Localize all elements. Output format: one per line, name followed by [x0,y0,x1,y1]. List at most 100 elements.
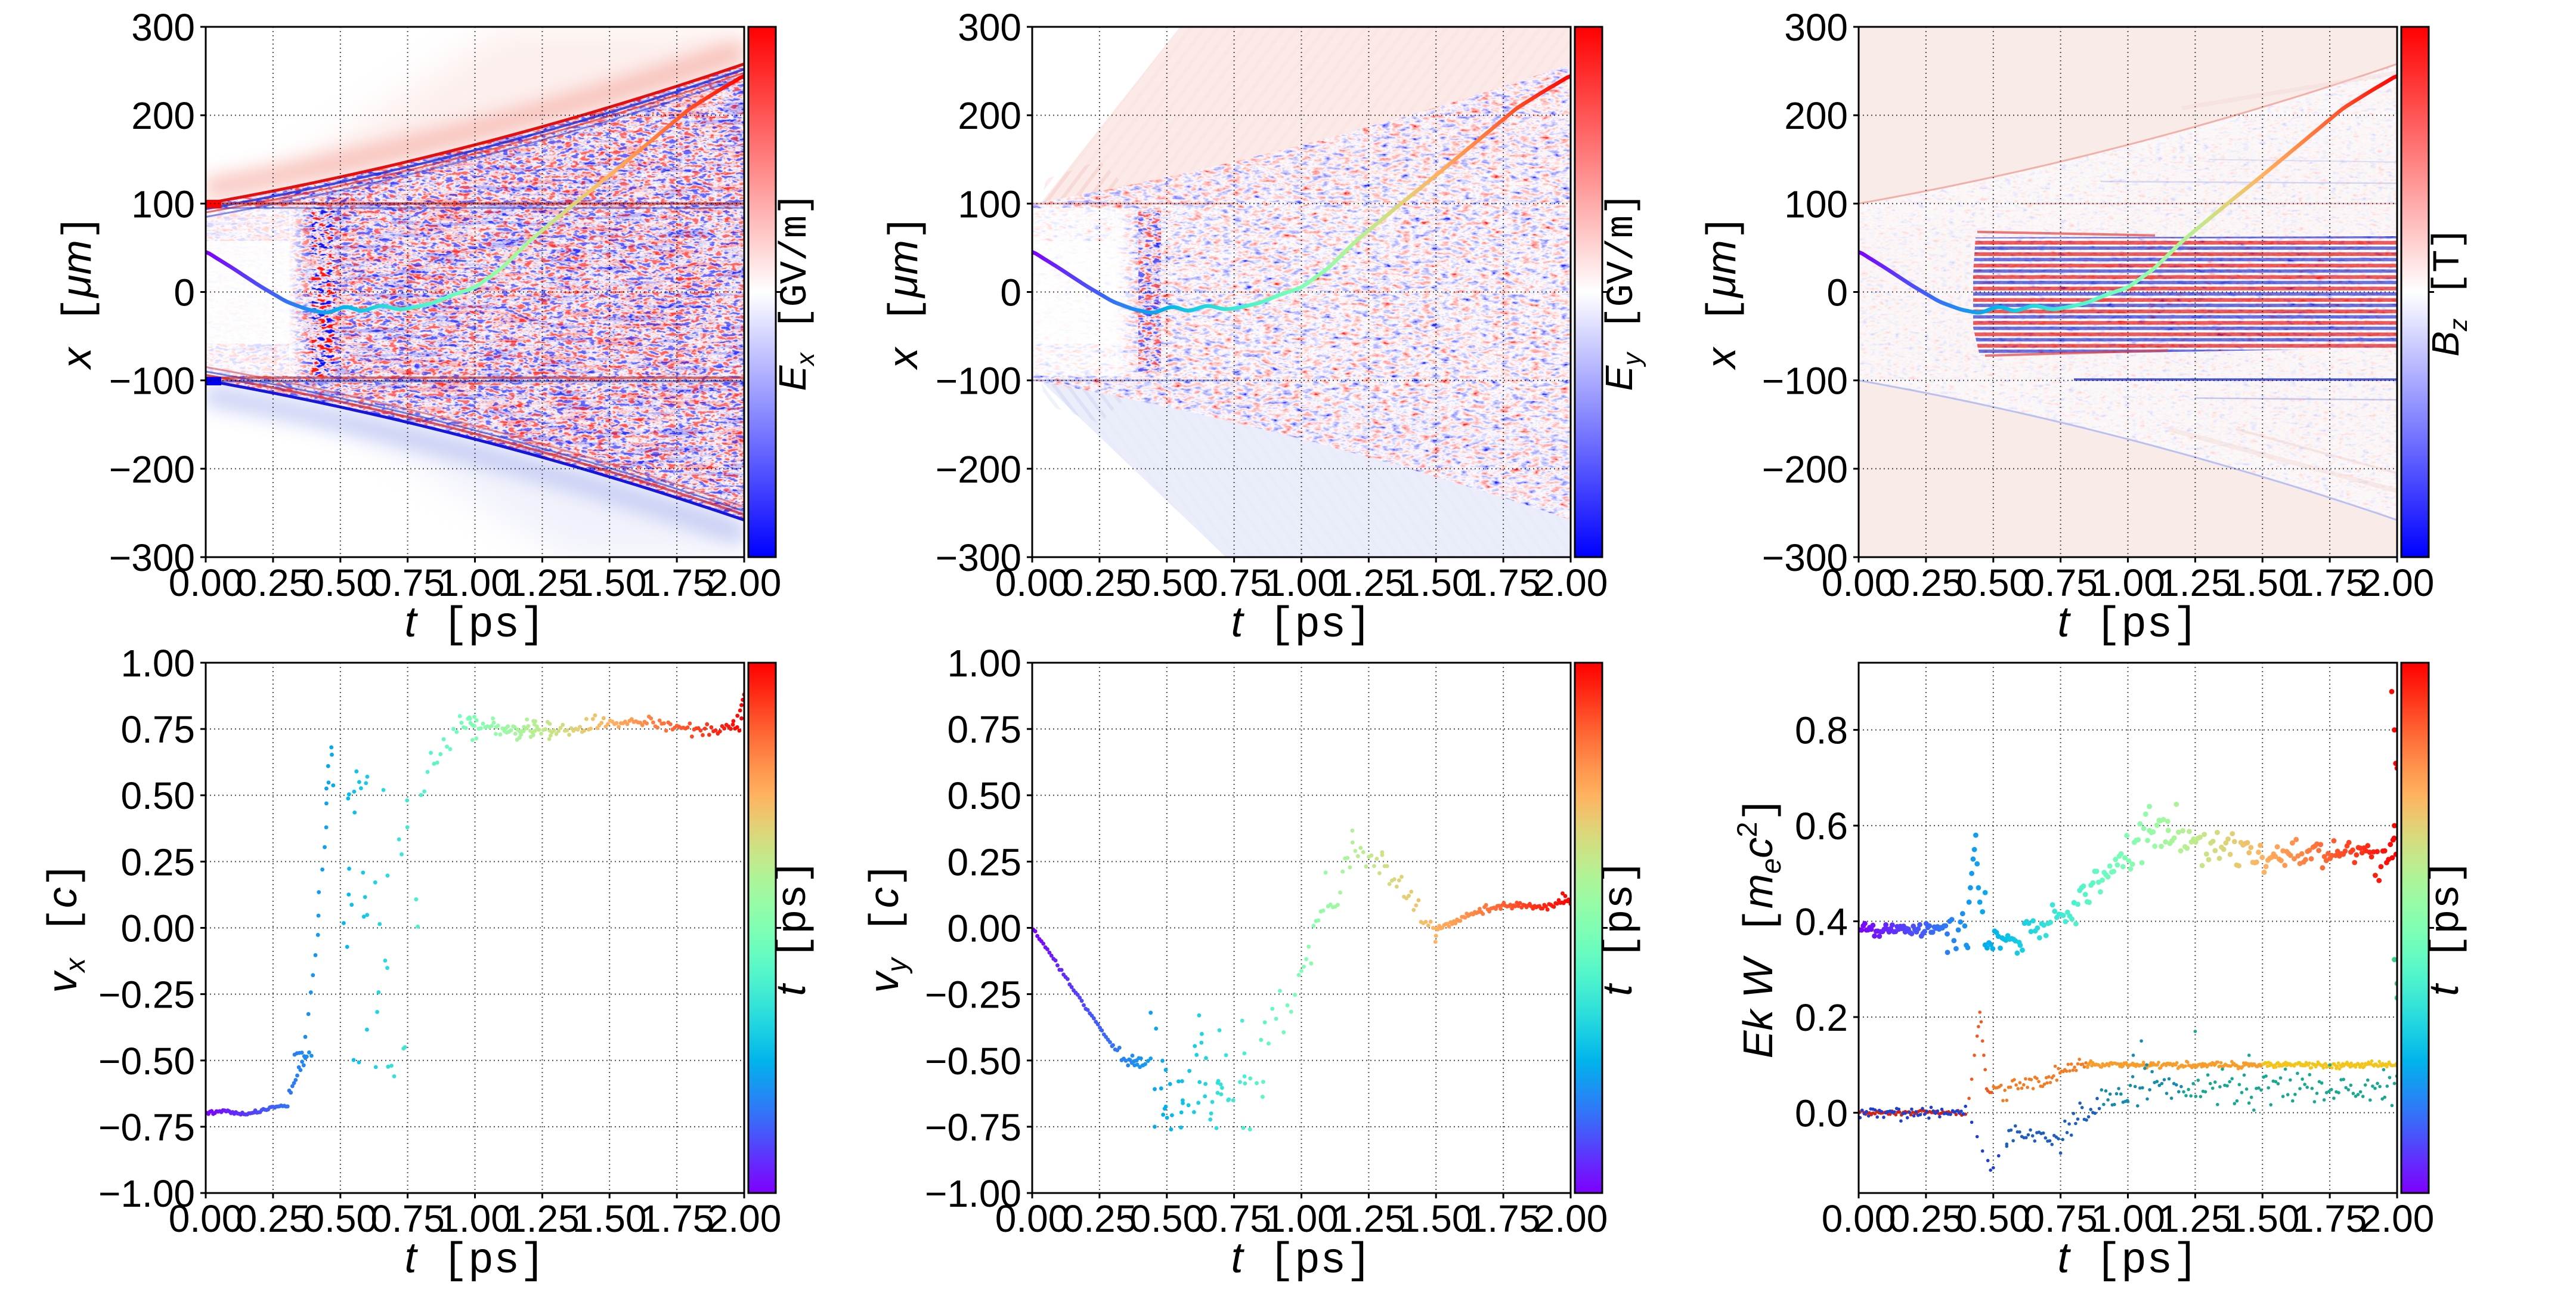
svg-text:0.50: 0.50 [304,561,378,604]
svg-text:1.00: 1.00 [947,642,1021,685]
svg-text:0.0: 0.0 [1795,1092,1848,1135]
svg-text:0.50: 0.50 [304,1197,378,1240]
svg-text:−200: −200 [936,448,1021,491]
svg-text:0.25: 0.25 [120,840,195,883]
svg-text:1.00: 1.00 [438,561,512,604]
svg-text:0.50: 0.50 [1130,1197,1205,1240]
svg-text:0.75: 0.75 [370,1197,445,1240]
svg-text:1.75: 1.75 [640,1197,714,1240]
svg-text:1.00: 1.00 [438,1197,512,1240]
svg-text:0.25: 0.25 [236,1197,311,1240]
svg-text:1.00: 1.00 [1264,561,1339,604]
svg-text:1.75: 1.75 [640,561,714,604]
svg-text:vy [c]: vy [c] [860,862,912,993]
svg-text:300: 300 [1784,6,1848,49]
svg-text:Ey [GV/m]: Ey [GV/m] [1597,192,1646,391]
svg-text:x [μm]: x [μm] [880,215,930,370]
svg-text:1.50: 1.50 [572,1197,647,1240]
svg-text:1.25: 1.25 [2158,561,2233,604]
svg-text:2.00: 2.00 [1534,561,1608,604]
svg-text:t [ps]: t [ps] [1231,598,1371,650]
svg-text:t [ps]: t [ps] [404,598,545,650]
svg-text:0.25: 0.25 [947,840,1021,883]
svg-text:0.75: 0.75 [120,708,195,751]
svg-text:Ek W [mec2]: Ek W [mec2] [1731,797,1787,1059]
svg-text:2.00: 2.00 [1534,1197,1608,1240]
svg-text:1.25: 1.25 [1332,1197,1406,1240]
svg-text:0.50: 0.50 [1130,561,1205,604]
svg-text:x [μm]: x [μm] [1698,215,1748,370]
svg-text:300: 300 [958,6,1021,49]
svg-text:−0.25: −0.25 [925,974,1021,1016]
svg-text:−300: −300 [109,536,195,579]
svg-text:t [ps]: t [ps] [404,1234,545,1285]
svg-text:1.50: 1.50 [2225,1197,2300,1240]
svg-text:2.00: 2.00 [707,561,782,604]
svg-text:0.75: 0.75 [2023,1197,2098,1240]
svg-text:Ex [GV/m]: Ex [GV/m] [771,192,820,391]
svg-text:−0.75: −0.75 [98,1106,195,1149]
svg-text:t [ps]: t [ps] [2057,1234,2198,1285]
svg-text:0.8: 0.8 [1795,709,1848,752]
svg-text:100: 100 [958,183,1021,225]
svg-text:0.50: 0.50 [1956,561,2031,604]
svg-text:1.00: 1.00 [1264,1197,1339,1240]
svg-text:1.25: 1.25 [505,561,580,604]
svg-text:1.75: 1.75 [1466,561,1541,604]
svg-text:0.00: 0.00 [1822,1197,1896,1240]
svg-text:−300: −300 [1762,536,1848,579]
svg-text:0.00: 0.00 [995,561,1070,604]
svg-text:t [ps]: t [ps] [1231,1234,1371,1285]
svg-text:0.50: 0.50 [947,774,1021,817]
svg-text:1.25: 1.25 [2158,1197,2233,1240]
svg-text:1.50: 1.50 [2225,561,2300,604]
svg-text:−1.00: −1.00 [925,1172,1021,1215]
svg-text:0.25: 0.25 [1063,561,1137,604]
svg-text:1.50: 1.50 [1399,561,1473,604]
svg-text:100: 100 [131,183,195,225]
svg-text:0: 0 [1000,271,1021,314]
svg-text:0.25: 0.25 [1063,1197,1137,1240]
svg-text:300: 300 [131,6,195,49]
svg-text:1.00: 1.00 [2091,561,2165,604]
svg-text:2.00: 2.00 [2360,1197,2435,1240]
svg-text:0.25: 0.25 [1889,561,1964,604]
svg-text:1.50: 1.50 [572,561,647,604]
svg-text:−1.00: −1.00 [98,1172,195,1215]
svg-text:0.2: 0.2 [1795,996,1848,1039]
svg-text:0: 0 [1826,271,1848,314]
svg-text:1.75: 1.75 [2293,1197,2367,1240]
svg-text:vx [c]: vx [c] [39,862,91,993]
svg-text:0.00: 0.00 [995,1197,1070,1240]
svg-text:−0.75: −0.75 [925,1106,1021,1149]
svg-text:1.00: 1.00 [2091,1197,2165,1240]
svg-text:200: 200 [1784,94,1848,137]
svg-text:t [ps]: t [ps] [2057,598,2198,650]
svg-text:1.25: 1.25 [1332,561,1406,604]
svg-text:1.75: 1.75 [1466,1197,1541,1240]
svg-text:−0.50: −0.50 [98,1040,195,1083]
svg-text:x [μm]: x [μm] [53,215,104,370]
svg-text:−100: −100 [936,360,1021,403]
svg-text:0.75: 0.75 [2023,561,2098,604]
svg-text:0: 0 [174,271,195,314]
svg-text:0.00: 0.00 [169,561,243,604]
svg-text:100: 100 [1784,183,1848,225]
svg-text:1.25: 1.25 [505,1197,580,1240]
svg-text:−200: −200 [109,448,195,491]
svg-text:0.50: 0.50 [120,774,195,817]
svg-text:0.00: 0.00 [1822,561,1896,604]
svg-text:t [ps]: t [ps] [1594,859,1645,996]
svg-text:−300: −300 [936,536,1021,579]
svg-text:−100: −100 [1762,360,1848,403]
svg-text:0.75: 0.75 [1197,1197,1271,1240]
svg-text:200: 200 [958,94,1021,137]
svg-text:0.25: 0.25 [1889,1197,1964,1240]
svg-text:0.00: 0.00 [169,1197,243,1240]
svg-text:1.75: 1.75 [2293,561,2367,604]
svg-text:2.00: 2.00 [707,1197,782,1240]
svg-text:0.50: 0.50 [1956,1197,2031,1240]
svg-text:0.00: 0.00 [120,907,195,950]
svg-text:−200: −200 [1762,448,1848,491]
svg-text:−0.50: −0.50 [925,1040,1021,1083]
